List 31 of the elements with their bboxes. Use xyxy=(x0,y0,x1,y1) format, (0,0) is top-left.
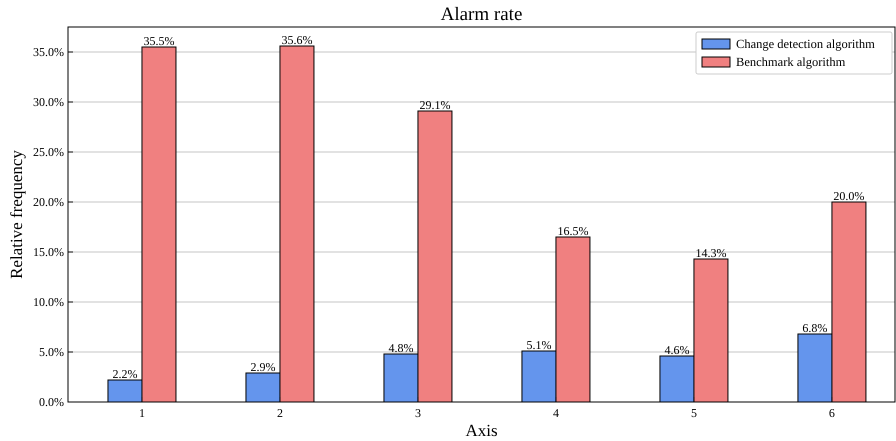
data-label: 4.6% xyxy=(664,343,690,357)
legend-label: Change detection algorithm xyxy=(736,37,876,51)
y-tick-label: 0.0% xyxy=(39,395,64,409)
y-tick-label: 25.0% xyxy=(33,145,64,159)
y-tick-label: 10.0% xyxy=(33,295,64,309)
chart-title: Alarm rate xyxy=(440,4,522,25)
y-tick-label: 35.0% xyxy=(33,45,64,59)
y-tick-label: 20.0% xyxy=(33,195,64,209)
y-tick-label: 30.0% xyxy=(33,95,64,109)
data-label: 2.2% xyxy=(112,367,138,381)
x-tick-label: 4 xyxy=(552,406,559,420)
y-tick-label: 15.0% xyxy=(33,245,64,259)
x-tick-label: 1 xyxy=(138,406,145,420)
x-tick-label: 5 xyxy=(690,406,697,420)
data-label: 20.0% xyxy=(833,189,864,203)
y-axis-title: Relative frequency xyxy=(7,150,26,279)
data-label: 35.6% xyxy=(281,33,312,47)
data-label: 16.5% xyxy=(557,224,588,238)
data-label: 2.9% xyxy=(250,360,276,374)
x-tick-label: 2 xyxy=(276,406,283,420)
x-axis-title: Axis xyxy=(465,421,498,440)
data-label: 35.5% xyxy=(143,34,174,48)
data-label: 4.8% xyxy=(388,341,414,355)
data-label: 5.1% xyxy=(526,338,552,352)
legend-label: Benchmark algorithm xyxy=(736,55,846,69)
x-tick-label: 6 xyxy=(828,406,835,420)
y-tick-label: 5.0% xyxy=(39,345,64,359)
data-label: 6.8% xyxy=(802,321,828,335)
data-label: 14.3% xyxy=(695,246,726,260)
x-tick-label: 3 xyxy=(414,406,421,420)
data-label: 29.1% xyxy=(419,98,450,112)
